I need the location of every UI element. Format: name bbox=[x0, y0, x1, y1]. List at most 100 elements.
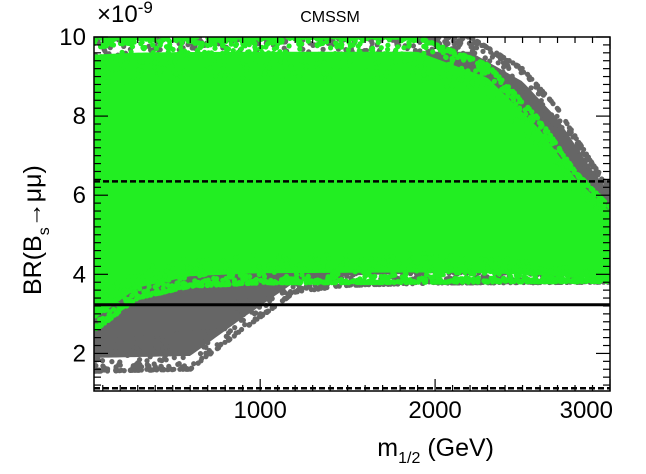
scatter-point bbox=[113, 71, 119, 77]
scatter-point bbox=[547, 134, 554, 141]
scatter-point bbox=[459, 279, 465, 285]
scatter-point bbox=[203, 344, 209, 350]
scatter-point bbox=[214, 280, 220, 286]
scatter-point bbox=[175, 280, 181, 286]
scatter-point bbox=[352, 269, 358, 275]
y-axis-label-sub: s bbox=[36, 227, 53, 235]
scatter-point bbox=[416, 56, 422, 63]
scatter-point bbox=[421, 72, 427, 78]
scatter-point bbox=[113, 55, 119, 61]
scatter-point bbox=[243, 65, 250, 71]
scatter-point bbox=[172, 58, 178, 64]
scatter-point bbox=[495, 60, 501, 66]
scatter-point bbox=[591, 196, 597, 203]
scatter-point bbox=[583, 269, 590, 275]
scatter-point bbox=[151, 37, 157, 43]
scatter-point bbox=[406, 43, 412, 49]
scatter-point bbox=[260, 270, 266, 276]
scatter-point bbox=[515, 94, 521, 100]
scatter-point bbox=[405, 57, 411, 63]
scatter-point bbox=[526, 131, 532, 137]
chart-title: CMSSM bbox=[300, 9, 360, 26]
scatter-point bbox=[198, 338, 204, 344]
scatter-point bbox=[94, 68, 100, 74]
scatter-point bbox=[183, 260, 189, 266]
scatter-point bbox=[141, 289, 147, 295]
scatter-point bbox=[155, 280, 161, 286]
x-axis-label-suffix: (GeV) bbox=[420, 434, 494, 462]
scatter-point bbox=[225, 53, 231, 59]
scatter-point bbox=[509, 73, 515, 79]
scatter-point bbox=[315, 51, 322, 58]
scatter-point bbox=[542, 272, 548, 278]
scatter-point bbox=[386, 65, 392, 71]
scatter-point bbox=[254, 58, 260, 64]
scatter-point bbox=[359, 256, 365, 262]
scatter-point bbox=[160, 337, 166, 343]
scatter-point bbox=[94, 313, 98, 319]
scatter-point bbox=[185, 50, 191, 56]
scatter-point bbox=[239, 38, 245, 44]
scatter-point bbox=[162, 37, 168, 42]
scatter-point bbox=[557, 266, 563, 272]
scatter-point bbox=[468, 271, 474, 277]
scatter-point bbox=[263, 291, 269, 297]
scatter-point bbox=[98, 290, 104, 296]
scatter-point bbox=[114, 285, 120, 291]
scatter-point bbox=[216, 37, 223, 42]
scatter-point bbox=[465, 279, 471, 285]
scatter-point bbox=[276, 287, 282, 293]
scatter-point bbox=[177, 275, 183, 282]
scatter-point bbox=[251, 40, 257, 46]
scatter-point bbox=[557, 278, 563, 284]
scatter-point bbox=[505, 91, 511, 97]
scatter-point bbox=[496, 76, 502, 82]
scatter-point bbox=[267, 298, 273, 304]
scatter-point bbox=[104, 368, 111, 374]
scatter-point bbox=[197, 282, 203, 288]
scatter-point bbox=[226, 267, 232, 273]
scatter-point bbox=[315, 257, 321, 263]
scatter-point bbox=[162, 273, 168, 279]
scatter-point bbox=[450, 56, 456, 63]
scatter-point bbox=[245, 49, 251, 55]
scatter-point bbox=[318, 56, 324, 62]
scatter-point bbox=[233, 330, 239, 336]
scatter-point bbox=[259, 65, 266, 71]
y-tick-label: 4 bbox=[73, 261, 86, 288]
scatter-point bbox=[278, 58, 284, 64]
scatter-point bbox=[234, 310, 240, 316]
scatter-point bbox=[314, 43, 320, 49]
scatter-point bbox=[395, 44, 401, 50]
scatter-point bbox=[452, 37, 458, 41]
scatter-point bbox=[523, 111, 529, 117]
scatter-point bbox=[364, 68, 370, 74]
scatter-point bbox=[326, 75, 332, 81]
scatter-point bbox=[175, 361, 181, 367]
scatter-point bbox=[213, 73, 219, 79]
scatter-point bbox=[384, 69, 390, 76]
x-axis-label: m1/2 (GeV) bbox=[377, 434, 494, 467]
scatter-point bbox=[277, 49, 283, 55]
scatter-point bbox=[423, 59, 429, 65]
scatter-point bbox=[299, 272, 305, 278]
scatter-point bbox=[207, 40, 213, 46]
scatter-point bbox=[338, 68, 344, 74]
scatter-point bbox=[238, 46, 244, 52]
scatter-point bbox=[543, 126, 549, 132]
scatter-point bbox=[261, 263, 267, 269]
scatter-point bbox=[104, 307, 110, 313]
scatter-point bbox=[475, 279, 481, 285]
scatter-point bbox=[378, 45, 384, 51]
scatter-point bbox=[488, 97, 494, 103]
scatter-point bbox=[432, 270, 438, 276]
scatter-point bbox=[101, 63, 107, 69]
scatter-point bbox=[572, 279, 578, 285]
scatter-point bbox=[110, 284, 116, 290]
scatter-point bbox=[381, 260, 388, 267]
scatter-point bbox=[188, 330, 194, 336]
scatter-point bbox=[548, 268, 554, 274]
scatter-point bbox=[364, 270, 370, 276]
scatter-point bbox=[307, 265, 314, 271]
scatter-point bbox=[124, 352, 131, 358]
